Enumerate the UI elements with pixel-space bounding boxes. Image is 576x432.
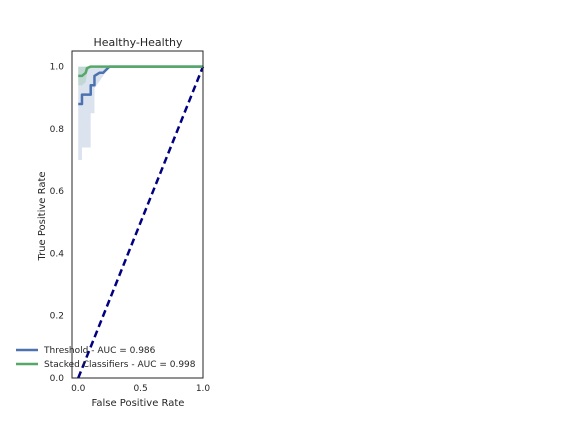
y-tick-label: 0.4 (50, 249, 65, 259)
x-tick-label: 0.5 (133, 384, 147, 394)
y-tick-label: 1.0 (50, 63, 65, 73)
y-tick-label: 0.8 (50, 125, 65, 135)
y-tick-label: 0.0 (50, 374, 65, 384)
chart-title: Healthy-Healthy (93, 36, 183, 49)
legend: Threshold - AUC = 0.986 Stacked Classifie… (16, 346, 196, 370)
series-line-2 (78, 65, 203, 78)
legend-label: Stacked Classifiers - AUC = 0.998 (44, 360, 196, 370)
roc-lines (77, 65, 205, 379)
plot-frame (71, 50, 204, 379)
confidence-bands (78, 66, 203, 160)
y-axis-label: True Positive Rate (37, 171, 48, 261)
y-tick-label: 0.2 (50, 312, 64, 322)
x-tick-label: 0.0 (71, 384, 86, 394)
x-axis-label: False Positive Rate (92, 398, 185, 409)
plot-frame-border (71, 50, 204, 379)
chance-diagonal-line (77, 66, 205, 379)
x-tick-label: 1.0 (196, 384, 211, 394)
axis-ticks: 0.0 0.5 1.0 0.0 0.2 0.4 0.6 0.8 1.0 (50, 63, 211, 394)
y-tick-label: 0.6 (50, 187, 65, 197)
confidence-band-1 (78, 66, 203, 160)
legend-label: Threshold - AUC = 0.986 (43, 346, 156, 356)
